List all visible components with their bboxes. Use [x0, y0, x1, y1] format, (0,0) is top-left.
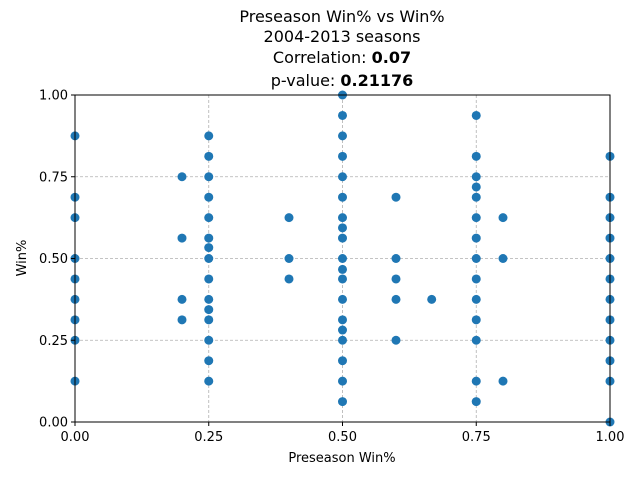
data-point — [177, 172, 187, 182]
data-point — [471, 192, 481, 202]
data-point — [391, 192, 401, 202]
data-point — [204, 294, 214, 304]
x-axis-label: Preseason Win% — [288, 451, 395, 466]
data-point — [391, 274, 401, 284]
data-point — [391, 294, 401, 304]
x-tick-label: 0.75 — [462, 430, 491, 445]
data-point — [498, 213, 508, 223]
y-axis-label: Win% — [15, 240, 30, 277]
data-point — [471, 376, 481, 386]
plot-frame — [74, 94, 611, 423]
data-point — [204, 315, 214, 325]
data-point — [177, 294, 187, 304]
data-point — [338, 233, 347, 243]
data-point — [427, 294, 437, 304]
axis-ticks: 0.00 0.25 0.50 0.75 1.00 0.00 0.25 0.50 0.75 1.00 — [39, 89, 624, 446]
data-point — [338, 376, 347, 386]
data-point — [471, 397, 481, 407]
data-point — [204, 151, 214, 161]
x-tick-label: 0.50 — [328, 430, 357, 445]
data-point — [471, 110, 481, 120]
data-point — [204, 356, 214, 366]
data-point — [204, 243, 214, 253]
data-point — [471, 335, 481, 345]
y-tick-label: 0.25 — [39, 334, 68, 349]
data-point — [471, 294, 481, 304]
data-point — [338, 294, 347, 304]
data-point — [204, 233, 214, 243]
data-point — [204, 274, 214, 284]
data-point — [338, 356, 347, 366]
data-point — [338, 192, 347, 202]
data-point — [338, 213, 347, 223]
data-point — [471, 151, 481, 161]
data-point — [471, 182, 481, 192]
data-point — [391, 254, 401, 263]
data-point — [338, 131, 347, 141]
x-tick-label: 1.00 — [596, 430, 625, 445]
correlation-text: Correlation: 0.07 — [273, 48, 411, 67]
data-point — [177, 315, 187, 325]
data-points — [70, 90, 615, 427]
chart-title: Preseason Win% vs Win% — [239, 7, 444, 26]
data-point — [284, 213, 294, 223]
data-point — [204, 192, 214, 202]
data-point — [204, 131, 214, 141]
data-point — [204, 376, 214, 386]
data-point — [204, 254, 214, 263]
correlation-label: Correlation: — [273, 48, 372, 67]
data-point — [177, 233, 187, 243]
data-point — [204, 172, 214, 182]
pvalue-label: p-value: — [271, 71, 341, 90]
data-point — [338, 110, 347, 120]
data-point — [338, 397, 347, 407]
data-point — [204, 335, 214, 345]
data-point — [471, 274, 481, 284]
data-point — [204, 213, 214, 223]
data-point — [338, 315, 347, 325]
data-point — [391, 335, 401, 345]
data-point — [471, 213, 481, 223]
data-point — [284, 274, 294, 284]
correlation-value: 0.07 — [372, 48, 411, 67]
data-point — [498, 376, 508, 386]
x-tick-label: 0.00 — [61, 430, 90, 445]
data-point — [338, 325, 347, 335]
data-point — [471, 254, 481, 263]
chart-subtitle: 2004-2013 seasons — [264, 27, 421, 46]
x-tick-label: 0.25 — [194, 430, 223, 445]
data-point — [204, 305, 214, 315]
data-point — [338, 223, 347, 233]
data-point — [338, 274, 347, 284]
pvalue-text: p-value: 0.21176 — [271, 71, 414, 90]
data-point — [498, 254, 508, 263]
y-tick-label: 0.50 — [39, 252, 68, 267]
y-tick-label: 1.00 — [39, 89, 68, 104]
data-point — [471, 172, 481, 182]
data-point — [338, 172, 347, 182]
data-point — [471, 315, 481, 325]
data-point — [338, 254, 347, 263]
data-point — [338, 264, 347, 274]
y-tick-label: 0.00 — [39, 416, 68, 431]
data-point — [284, 254, 294, 263]
data-point — [338, 151, 347, 161]
y-tick-label: 0.75 — [39, 170, 68, 185]
data-point — [471, 233, 481, 243]
pvalue-value: 0.21176 — [340, 71, 413, 90]
data-point — [338, 335, 347, 345]
